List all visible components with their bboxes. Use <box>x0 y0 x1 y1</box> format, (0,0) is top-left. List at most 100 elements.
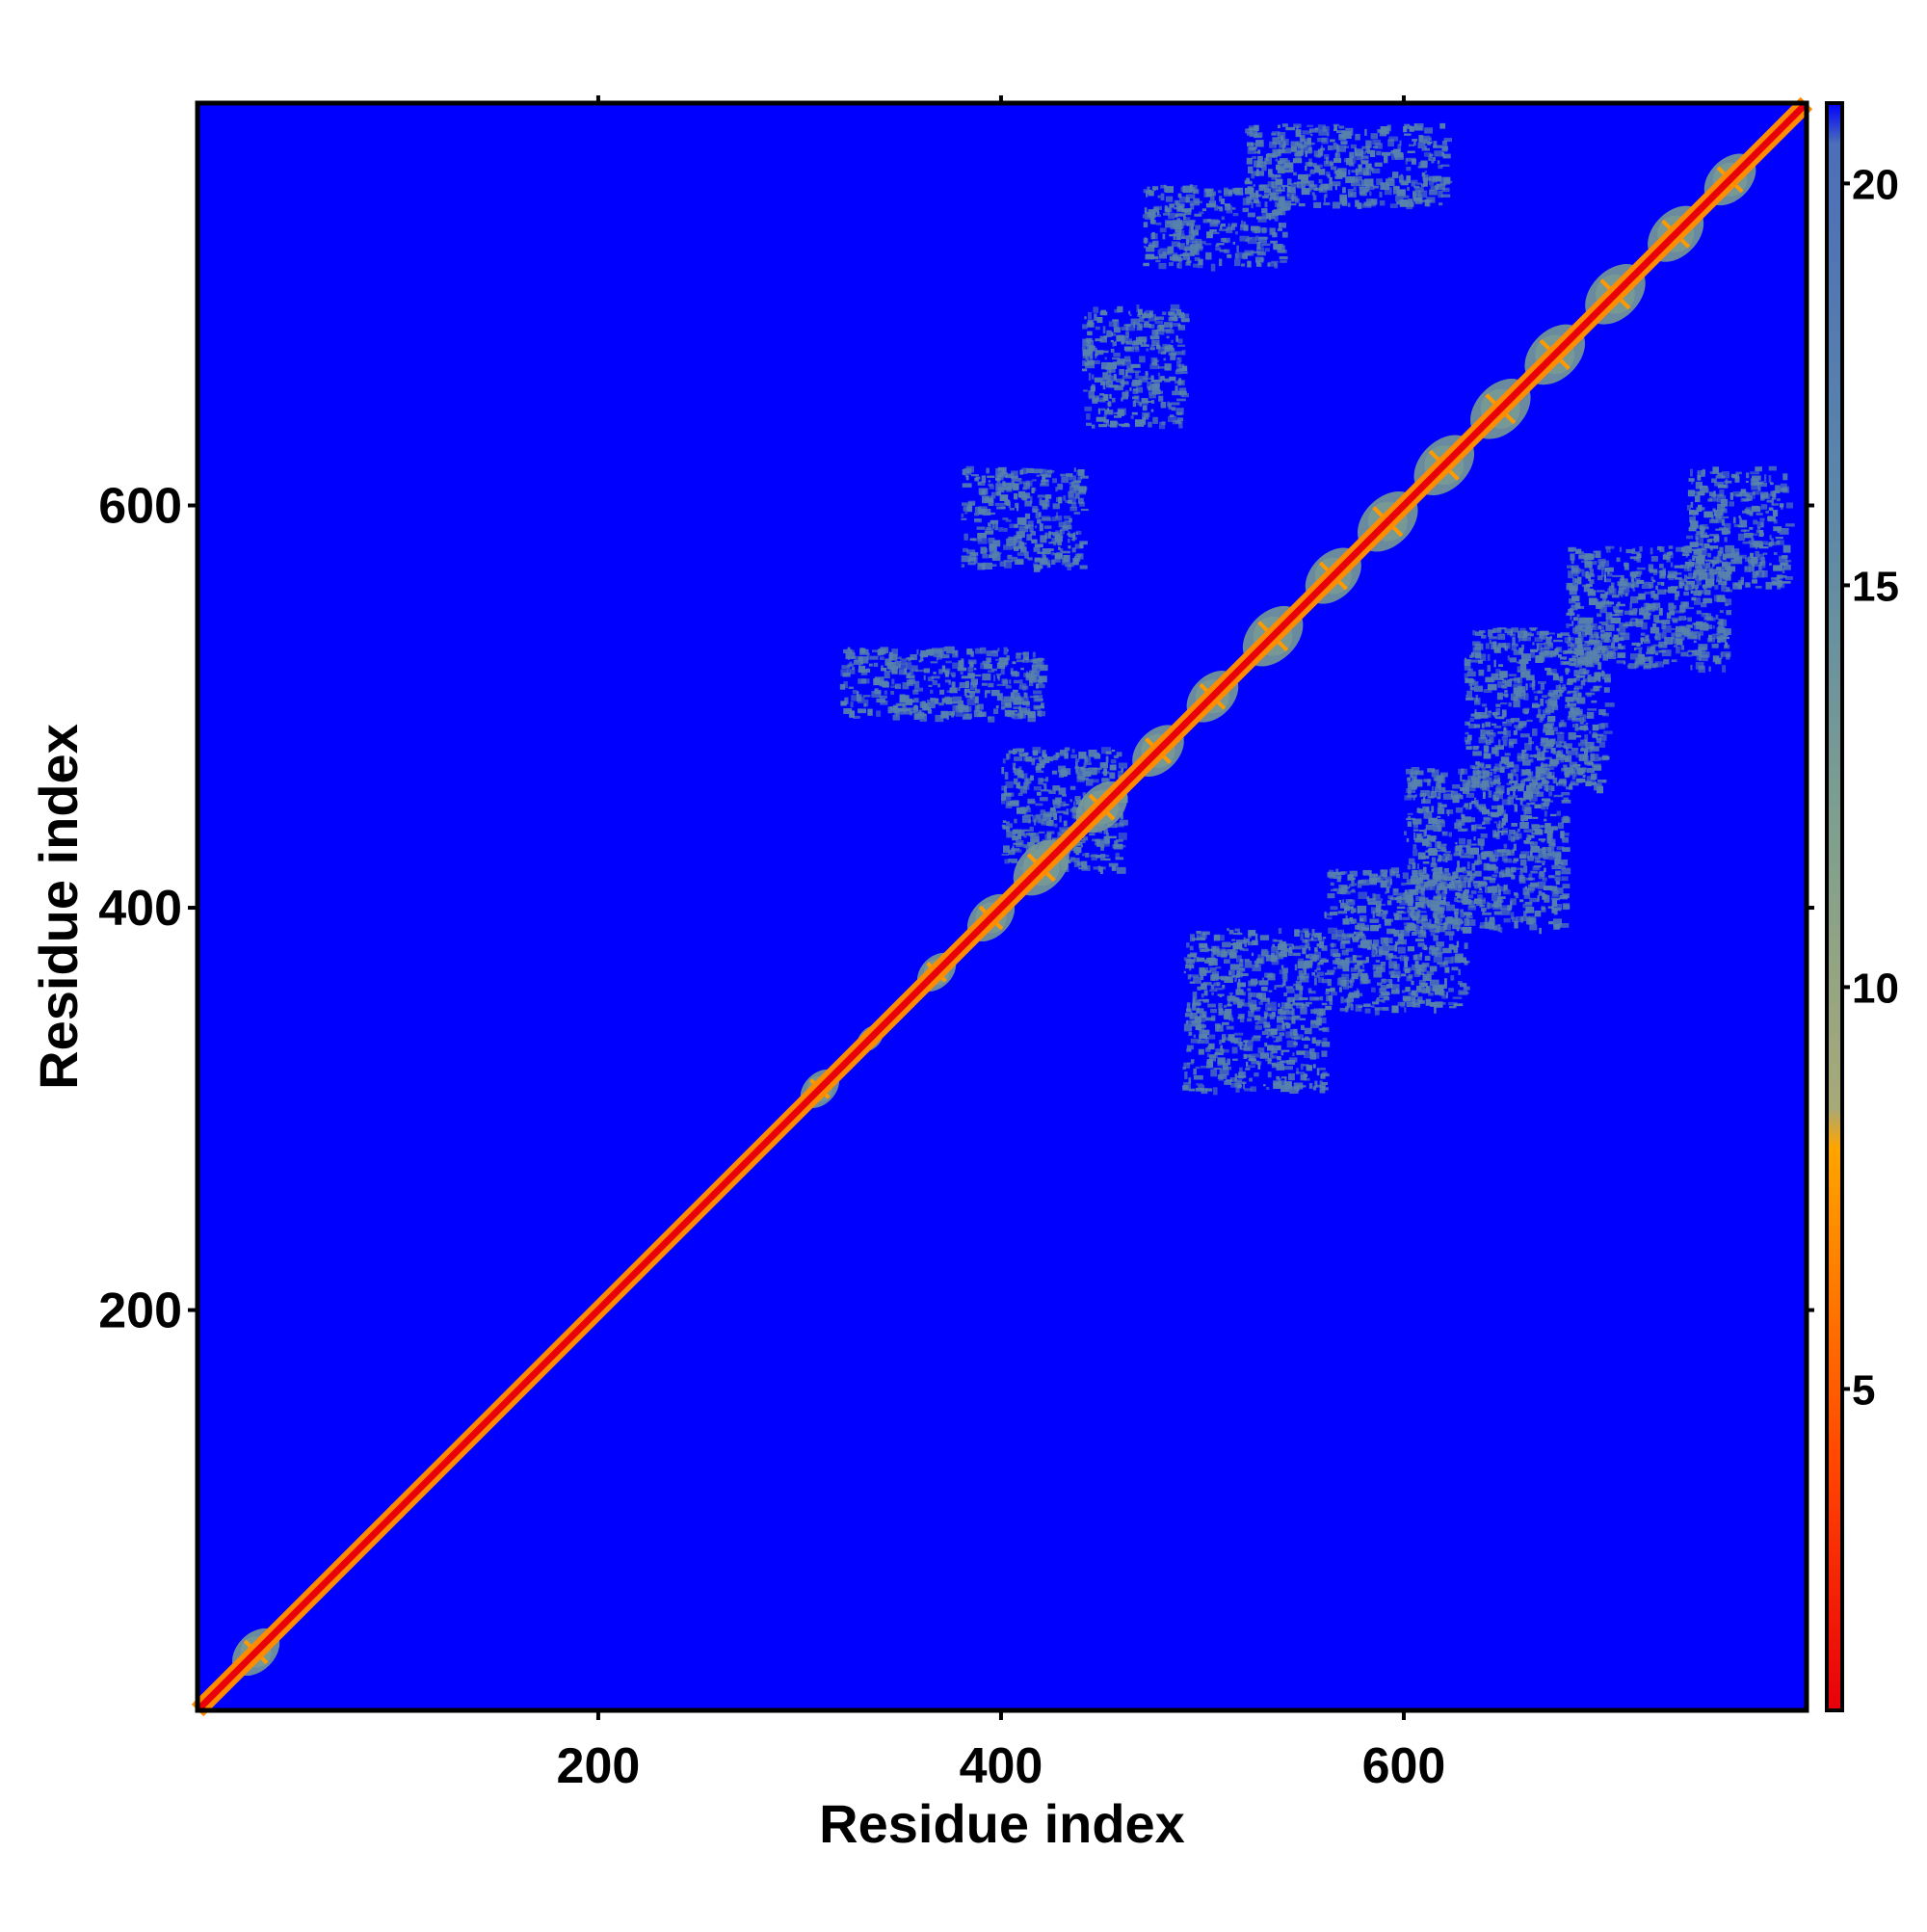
contact-speck <box>1193 976 1201 984</box>
contact-speck <box>1026 467 1034 473</box>
contact-speck <box>1386 124 1391 132</box>
contact-speck <box>1513 843 1517 851</box>
contact-speck <box>1470 651 1474 658</box>
contact-speck <box>1511 784 1517 788</box>
contact-speck <box>1513 649 1523 655</box>
contact-speck <box>1562 847 1571 852</box>
contact-speck <box>1439 990 1445 996</box>
contact-speck <box>1279 953 1287 957</box>
contact-speck <box>1376 877 1384 883</box>
contact-speck <box>1551 864 1561 870</box>
contact-speck <box>1452 784 1461 789</box>
contact-speck <box>1471 862 1476 871</box>
contact-speck <box>1327 145 1333 150</box>
contact-speck <box>1436 183 1445 191</box>
contact-speck <box>1015 537 1017 544</box>
contact-speck <box>1545 632 1555 635</box>
contact-speck <box>1340 962 1346 966</box>
contact-speck <box>1522 903 1533 909</box>
contact-speck <box>1148 190 1154 197</box>
contact-speck <box>1258 263 1262 267</box>
contact-speck <box>1395 956 1401 960</box>
contact-speck <box>1575 675 1586 678</box>
contact-speck <box>1466 690 1472 698</box>
contact-region-0 <box>961 465 1089 572</box>
contact-speck <box>1058 496 1063 504</box>
contact-speck <box>1040 809 1046 815</box>
contact-speck <box>1374 964 1384 970</box>
contact-speck <box>1493 775 1500 782</box>
contact-speck <box>1603 687 1610 693</box>
contact-speck <box>1300 944 1307 949</box>
contact-speck <box>1492 892 1495 895</box>
contact-speck <box>1249 133 1258 138</box>
contact-speck <box>1288 1072 1295 1081</box>
contact-speck <box>989 485 994 490</box>
contact-speck <box>1215 966 1222 969</box>
contact-speck <box>1307 988 1312 992</box>
contact-speck <box>1270 192 1280 200</box>
contact-speck <box>1538 825 1544 829</box>
contact-speck <box>1570 782 1579 786</box>
contact-speck <box>1000 667 1005 675</box>
contact-speck <box>1109 772 1116 780</box>
contact-speck <box>1371 987 1376 992</box>
contact-speck <box>1228 929 1234 935</box>
contact-speck <box>1139 339 1147 343</box>
contact-speck <box>1353 908 1357 913</box>
contact-speck <box>1178 243 1185 251</box>
contact-speck <box>1323 194 1326 202</box>
contact-speck <box>1201 931 1210 936</box>
contact-speck <box>1023 693 1028 699</box>
contact-speck <box>1465 746 1472 750</box>
contact-speck <box>1719 619 1728 626</box>
contact-speck <box>1540 630 1549 635</box>
contact-speck <box>1261 1031 1268 1035</box>
contact-speck <box>1183 1023 1193 1032</box>
contact-speck <box>1525 837 1532 840</box>
contact-speck <box>1383 938 1393 943</box>
contact-speck <box>1508 701 1512 707</box>
contact-speck <box>1501 817 1506 826</box>
contact-speck <box>1249 237 1253 240</box>
contact-speck <box>1293 983 1300 987</box>
contact-speck <box>1298 958 1305 962</box>
contact-speck <box>1271 174 1278 180</box>
contact-speck <box>1308 1083 1313 1089</box>
contact-speck <box>1271 155 1278 158</box>
contact-speck <box>1304 148 1312 154</box>
contact-speck <box>1132 342 1139 350</box>
contact-speck <box>1248 1010 1254 1018</box>
contact-speck <box>1025 673 1033 676</box>
contact-speck <box>1591 640 1600 644</box>
contact-speck <box>1342 918 1350 925</box>
contact-speck <box>1407 946 1414 952</box>
contact-speck <box>969 554 976 561</box>
contact-speck <box>1204 188 1214 193</box>
contact-speck <box>1255 194 1262 198</box>
contact-speck <box>1700 651 1710 658</box>
contact-speck <box>1057 801 1067 807</box>
contact-speck <box>940 654 950 659</box>
contact-speck <box>1703 613 1709 616</box>
contact-speck <box>1500 869 1508 875</box>
contact-speck <box>1650 547 1653 555</box>
contact-speck <box>1349 151 1355 159</box>
contact-speck <box>1512 637 1516 645</box>
contact-speck <box>1448 1001 1458 1006</box>
contact-speck <box>891 669 898 675</box>
contact-speck <box>1484 851 1491 858</box>
contact-speck <box>1506 782 1512 785</box>
contact-speck <box>1411 179 1418 183</box>
contact-speck <box>1439 964 1445 967</box>
contact-speck <box>1523 693 1529 701</box>
contact-speck <box>1365 184 1370 192</box>
contact-speck <box>1245 1068 1251 1071</box>
contact-speck <box>1517 755 1525 762</box>
contact-speck <box>1209 229 1217 232</box>
contact-speck <box>1645 656 1650 659</box>
contact-speck <box>1121 338 1124 345</box>
contact-speck <box>930 650 933 657</box>
contact-speck <box>1275 178 1283 185</box>
contact-speck <box>1473 724 1481 728</box>
